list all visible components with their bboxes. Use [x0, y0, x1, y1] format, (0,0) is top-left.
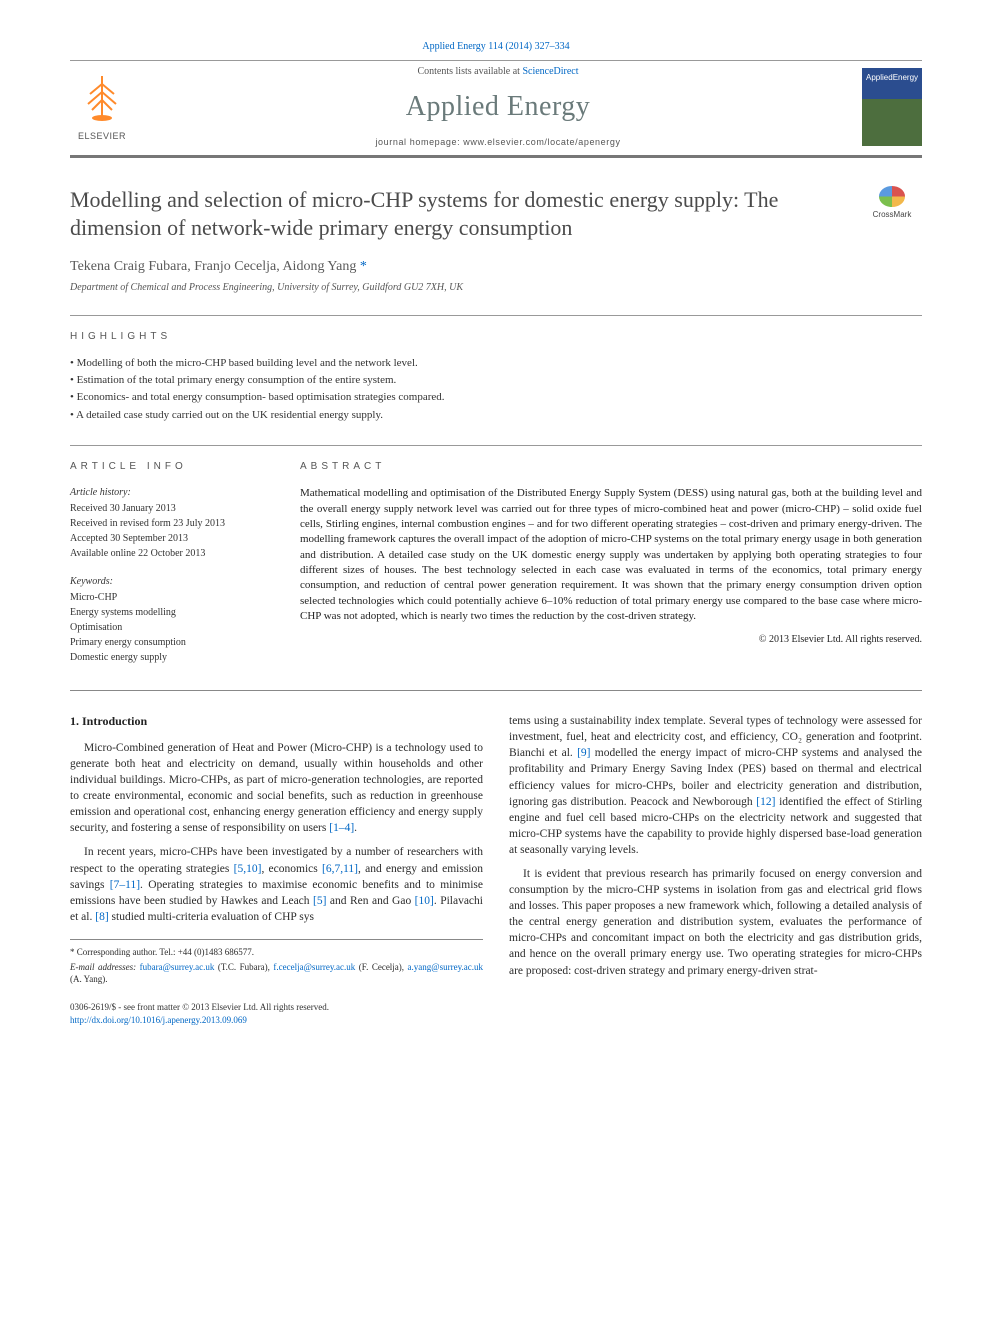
citation-line: Applied Energy 114 (2014) 327–334 — [70, 40, 922, 54]
journal-homepage: journal homepage: www.elsevier.com/locat… — [152, 136, 844, 149]
highlight-item: Economics- and total energy consumption-… — [70, 390, 922, 405]
article-title: Modelling and selection of micro-CHP sys… — [70, 186, 846, 243]
elsevier-wordmark: ELSEVIER — [78, 130, 126, 143]
body-text: , economics — [261, 863, 322, 875]
citation-link[interactable]: Applied Energy 114 (2014) 327–334 — [422, 41, 569, 52]
crossmark-icon — [879, 186, 905, 207]
author-list: Tekena Craig Fubara, Franjo Cecelja, Aid… — [70, 257, 922, 277]
ref-link[interactable]: [10] — [415, 895, 434, 907]
history-line: Available online 22 October 2013 — [70, 547, 270, 561]
ref-link[interactable]: [7–11] — [110, 879, 140, 891]
keyword: Energy systems modelling — [70, 606, 270, 620]
ref-link[interactable]: [1–4] — [329, 822, 354, 834]
corresponding-author-footnote: * Corresponding author. Tel.: +44 (0)148… — [70, 946, 483, 959]
elsevier-tree-icon — [80, 72, 124, 130]
ref-link[interactable]: [12] — [756, 796, 775, 808]
body-text: studied multi-criteria evaluation of CHP… — [109, 911, 314, 923]
journal-name: Applied Energy — [152, 87, 844, 126]
abstract-block: ABSTRACT Mathematical modelling and opti… — [300, 460, 922, 666]
divider — [70, 315, 922, 316]
keyword: Domestic energy supply — [70, 651, 270, 665]
history-line: Accepted 30 September 2013 — [70, 532, 270, 546]
ref-link[interactable]: [8] — [95, 911, 108, 923]
history-label: Article history: — [70, 486, 270, 500]
keywords-label: Keywords: — [70, 575, 270, 589]
contents-lists-line: Contents lists available at ScienceDirec… — [152, 65, 844, 79]
article-info-block: ARTICLE INFO Article history: Received 3… — [70, 460, 270, 666]
contents-prefix: Contents lists available at — [417, 66, 522, 77]
divider — [70, 445, 922, 446]
sciencedirect-link[interactable]: ScienceDirect — [522, 66, 578, 77]
email-link[interactable]: a.yang@surrey.ac.uk — [408, 962, 483, 972]
body-columns: 1. Introduction Micro-Combined generatio… — [70, 713, 922, 987]
email-label: E-mail addresses: — [70, 962, 140, 972]
author-names: Tekena Craig Fubara, Franjo Cecelja, Aid… — [70, 259, 356, 274]
doi-link[interactable]: http://dx.doi.org/10.1016/j.apenergy.201… — [70, 1015, 247, 1025]
crossmark-badge[interactable]: CrossMark — [862, 186, 922, 220]
masthead-center: Contents lists available at ScienceDirec… — [152, 65, 844, 149]
highlights-heading: HIGHLIGHTS — [70, 330, 922, 344]
keywords-block: Keywords: Micro-CHP Energy systems model… — [70, 575, 270, 665]
highlights-section: HIGHLIGHTS Modelling of both the micro-C… — [70, 330, 922, 424]
highlight-item: Estimation of the total primary energy c… — [70, 373, 922, 388]
masthead: ELSEVIER Contents lists available at Sci… — [70, 60, 922, 158]
history-line: Received 30 January 2013 — [70, 502, 270, 516]
keyword: Micro-CHP — [70, 591, 270, 605]
ref-link[interactable]: [5,10] — [234, 863, 262, 875]
highlight-item: Modelling of both the micro-CHP based bu… — [70, 356, 922, 371]
section-heading-intro: 1. Introduction — [70, 713, 483, 730]
crossmark-label: CrossMark — [873, 209, 912, 220]
abstract-heading: ABSTRACT — [300, 460, 922, 474]
history-line: Received in revised form 23 July 2013 — [70, 517, 270, 531]
body-paragraph: Micro-Combined generation of Heat and Po… — [70, 740, 483, 837]
ref-link[interactable]: [9] — [577, 747, 590, 759]
highlights-list: Modelling of both the micro-CHP based bu… — [70, 356, 922, 424]
corresponding-author-marker[interactable]: * — [360, 259, 367, 274]
keyword: Optimisation — [70, 621, 270, 635]
email-attrib: (F. Cecelja), — [355, 962, 407, 972]
ref-link[interactable]: [5] — [313, 895, 326, 907]
affiliation: Department of Chemical and Process Engin… — [70, 281, 922, 295]
footer-block: 0306-2619/$ - see front matter © 2013 El… — [70, 1001, 922, 1026]
divider — [70, 690, 922, 691]
body-text: Micro-Combined generation of Heat and Po… — [70, 742, 483, 834]
abstract-copyright: © 2013 Elsevier Ltd. All rights reserved… — [300, 633, 922, 647]
highlight-item: A detailed case study carried out on the… — [70, 408, 922, 423]
journal-cover-thumbnail[interactable]: AppliedEnergy — [862, 68, 922, 146]
abstract-text: Mathematical modelling and optimisation … — [300, 486, 922, 625]
article-info-heading: ARTICLE INFO — [70, 460, 270, 474]
body-paragraph: tems using a sustainability index templa… — [509, 713, 922, 858]
body-paragraph: In recent years, micro-CHPs have been in… — [70, 844, 483, 924]
email-footnote: E-mail addresses: fubara@surrey.ac.uk (T… — [70, 961, 483, 986]
body-text: and Ren and Gao — [326, 895, 414, 907]
body-paragraph: It is evident that previous research has… — [509, 866, 922, 979]
front-matter-line: 0306-2619/$ - see front matter © 2013 El… — [70, 1001, 922, 1014]
ref-link[interactable]: [6,7,11] — [322, 863, 358, 875]
body-text: . — [354, 822, 357, 834]
email-attrib: (A. Yang). — [70, 974, 108, 984]
info-abstract-row: ARTICLE INFO Article history: Received 3… — [70, 460, 922, 666]
keyword: Primary energy consumption — [70, 636, 270, 650]
email-link[interactable]: f.cecelja@surrey.ac.uk — [273, 962, 355, 972]
footnote-block: * Corresponding author. Tel.: +44 (0)148… — [70, 939, 483, 986]
email-link[interactable]: fubara@surrey.ac.uk — [140, 962, 215, 972]
elsevier-logo[interactable]: ELSEVIER — [70, 68, 134, 146]
email-attrib: (T.C. Fubara), — [214, 962, 273, 972]
